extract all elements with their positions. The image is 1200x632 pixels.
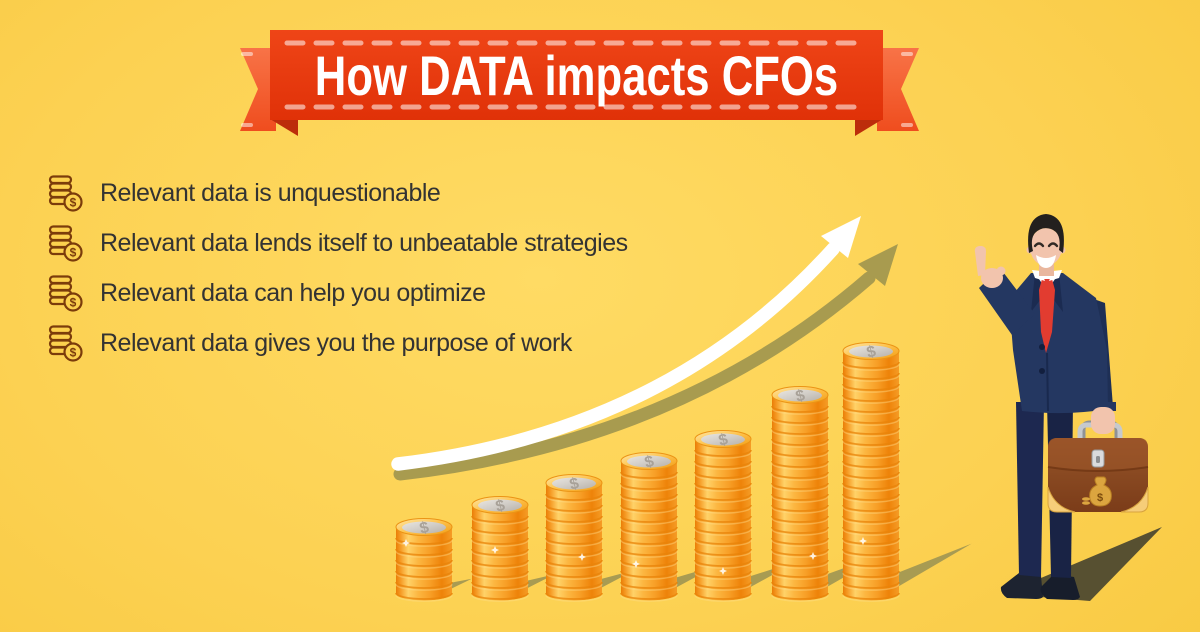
collar-left: [1032, 270, 1045, 281]
jacket-button: [1039, 344, 1045, 350]
svg-text:$: $: [70, 296, 77, 310]
bullet-item: $ Relevant data is unquestionable: [48, 168, 628, 218]
svg-text:$: $: [717, 431, 730, 450]
bullet-label: Relevant data can help you optimize: [100, 278, 486, 307]
mini-coin: [1082, 501, 1090, 505]
bullet-item: $ Relevant data can help you optimize: [48, 268, 628, 318]
growth-arrow: [391, 216, 861, 471]
closed-eyes: [1033, 242, 1059, 248]
ribbon-tail-left: [240, 48, 276, 131]
svg-text:$: $: [70, 196, 77, 210]
growth-arrow-shadow: [393, 244, 898, 481]
tie: [1039, 290, 1055, 353]
svg-text:$: $: [418, 519, 431, 538]
tie-knot: [1039, 279, 1055, 290]
svg-text:$: $: [70, 346, 77, 360]
smile: [1036, 255, 1056, 268]
coin-stack-icon: $: [48, 225, 83, 262]
coin-stack-icon: $: [48, 175, 83, 212]
bullet-label: Relevant data gives you the purpose of w…: [100, 328, 572, 357]
thumb: [996, 266, 1006, 276]
mini-coin: [1082, 497, 1090, 501]
bullet-item: $ Relevant data gives you the purpose of…: [48, 318, 628, 368]
businessman-illustration: $: [974, 214, 1162, 601]
svg-text:$: $: [794, 387, 807, 406]
briefcase-flap-line: [1047, 466, 1149, 472]
pointing-finger: [974, 246, 986, 276]
svg-text:$: $: [643, 453, 656, 472]
ribbon-band-dashes: [284, 40, 869, 110]
lapel-left: [1031, 273, 1047, 312]
bullet-label: Relevant data lends itself to unbeatable…: [100, 228, 628, 257]
shoe-left: [1000, 573, 1043, 599]
jacket-button: [1039, 368, 1045, 374]
banner-title: How DATA impacts CFOs: [270, 30, 883, 120]
ribbon-tail-right: [877, 48, 919, 131]
coin-stack-icon: $: [48, 275, 83, 312]
svg-text:$: $: [865, 343, 878, 362]
ribbon-fold-right: [855, 119, 883, 136]
hair: [1028, 214, 1064, 253]
ribbon-fold-left: [270, 119, 298, 136]
ribbon-tail-dashes: [241, 52, 919, 127]
svg-text:$: $: [494, 497, 507, 516]
money-bag-symbol: $: [1097, 492, 1103, 504]
coin-stack-icon: $: [48, 325, 83, 362]
jacket-seam: [1046, 352, 1049, 412]
sleeve-cuff: [1090, 402, 1116, 411]
leg-left: [1016, 402, 1044, 577]
ribbon-banner: [240, 30, 919, 136]
briefcase-corner-left: [1047, 486, 1076, 513]
bullet-list: $ Relevant data is unquestionable $ Rele…: [48, 168, 628, 368]
briefcase-clasp-notch: [1096, 456, 1100, 463]
briefcase-corner-right: [1120, 486, 1149, 513]
banner-title-text: How DATA impacts CFOs: [314, 43, 839, 107]
lapel-right: [1047, 273, 1063, 312]
bullet-item: $ Relevant data lends itself to unbeatab…: [48, 218, 628, 268]
bullet-label: Relevant data is unquestionable: [100, 178, 441, 207]
svg-text:$: $: [568, 475, 581, 494]
svg-text:$: $: [70, 246, 77, 260]
businessman-shadow: [1003, 527, 1162, 601]
money-bag-icon: [1089, 476, 1112, 507]
hand-right: [1091, 407, 1115, 434]
coin-stacks: $ $ $ $ $ $ $: [395, 342, 900, 602]
collar-right: [1049, 270, 1062, 281]
shoe-right: [1040, 574, 1080, 600]
